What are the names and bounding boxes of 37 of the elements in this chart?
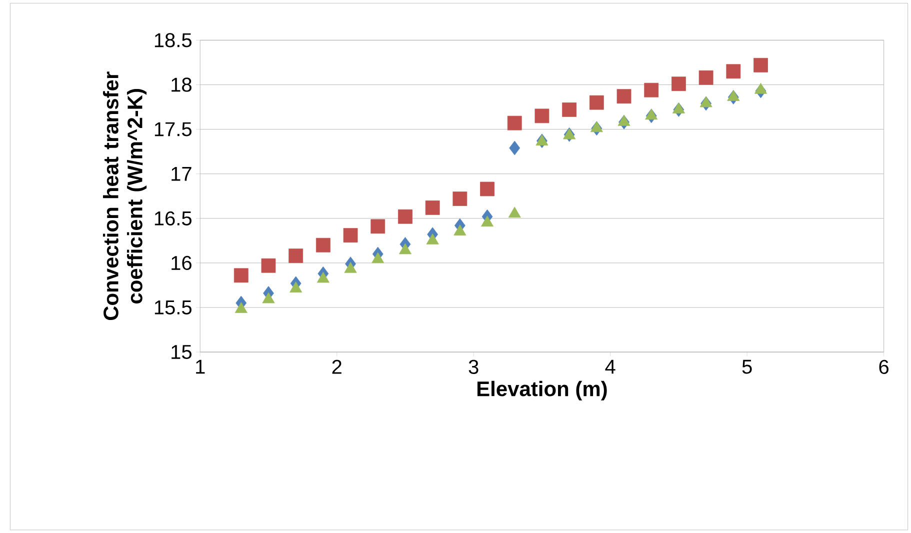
x-tick-label: 3 [468, 360, 478, 374]
point [589, 95, 604, 110]
y-tick-label: 18.5 [154, 33, 192, 48]
point [370, 219, 386, 234]
point [507, 116, 522, 130]
point [316, 238, 330, 252]
x-tick-label: 2 [332, 360, 342, 374]
y-axis-title: Convection heat transfer coefficient (W/m^2-K) [102, 72, 147, 320]
y-tick-label: 16.5 [154, 211, 192, 226]
point [343, 228, 358, 242]
point [644, 82, 659, 98]
x-tick-label: 6 [879, 360, 888, 374]
point [672, 76, 686, 91]
x-axis-title: Elevation (m) [477, 380, 607, 400]
point [425, 200, 440, 215]
point [261, 258, 276, 273]
y-tick-label: 15 [172, 344, 192, 359]
x-tick-label: 4 [605, 360, 616, 374]
point [398, 209, 412, 224]
point [726, 64, 741, 78]
point [698, 70, 714, 85]
point [754, 58, 768, 72]
y-tick-label: 16 [172, 256, 192, 270]
point [480, 182, 494, 196]
point [509, 140, 520, 156]
y-tick-label: 18 [172, 78, 192, 92]
point [452, 192, 468, 206]
x-tick-label: 5 [742, 360, 752, 374]
point [616, 89, 632, 104]
point [288, 248, 304, 263]
y-tick-label: 17.5 [154, 122, 192, 136]
y-tick-label: 15.5 [154, 300, 192, 314]
point [234, 268, 248, 283]
point [534, 108, 550, 124]
point [562, 102, 577, 117]
y-tick-label: 17 [172, 166, 192, 181]
x-tick-label: 1 [196, 360, 205, 374]
